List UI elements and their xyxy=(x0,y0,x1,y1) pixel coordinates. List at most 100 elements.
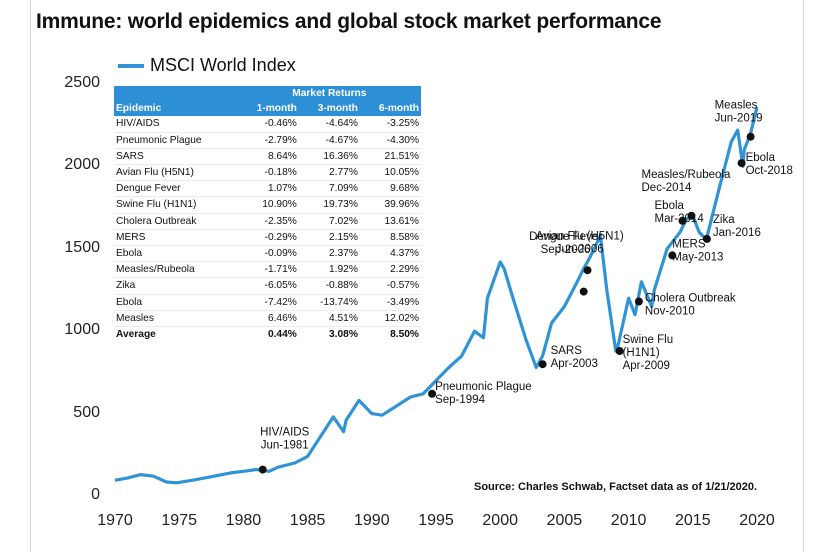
event-label: Swine Flu (H1N1) Apr-2009 xyxy=(623,334,674,372)
y-tick-label: 2000 xyxy=(64,156,100,174)
x-tick-label: 2020 xyxy=(739,512,775,529)
x-tick-label: 2015 xyxy=(675,512,711,529)
event-label-line: Apr-2009 xyxy=(623,360,670,372)
event-label-line: Jun-2006 xyxy=(556,244,604,256)
event-marker xyxy=(634,297,643,306)
epidemic-cell: SARS xyxy=(114,148,238,166)
return-cell: 12.02% xyxy=(359,310,421,328)
event-label: MERS May-2013 xyxy=(672,238,723,263)
event-label-line: Ebola xyxy=(655,200,685,212)
epidemic-cell: Ebola xyxy=(114,294,238,311)
return-cell: -0.29% xyxy=(237,229,299,247)
return-cell: -4.67% xyxy=(298,132,360,149)
table-row: Measles/Rubeola -1.71% 1.92% 2.29% xyxy=(114,261,421,279)
event-marker xyxy=(737,159,746,168)
return-cell: 2.37% xyxy=(298,245,360,263)
event-label: Cholera Outbreak Nov-2010 xyxy=(645,293,736,318)
y-tick-label: 1000 xyxy=(64,321,100,339)
return-cell: 2.29% xyxy=(359,261,421,279)
return-cell: 7.02% xyxy=(298,213,360,230)
epidemic-cell: Measles/Rubeola xyxy=(114,261,238,279)
y-tick-label: 0 xyxy=(91,486,100,503)
epidemic-cell: Swine Flu (H1N1) xyxy=(114,196,238,214)
table-row: MERS -0.29% 2.15% 8.58% xyxy=(114,229,421,247)
return-cell: 4.51% xyxy=(298,310,360,328)
event-label: Dengue Fever Sep-2006 xyxy=(529,231,602,256)
event-marker xyxy=(746,132,755,141)
event-label-line: (H1N1) xyxy=(623,347,660,359)
x-tick-label: 1985 xyxy=(289,512,326,529)
legend-label: MSCI World Index xyxy=(150,55,296,75)
return-cell: 8.58% xyxy=(359,229,421,247)
return-cell: 8.64% xyxy=(237,148,299,166)
return-cell: -13.74% xyxy=(298,294,360,311)
return-cell: -3.25% xyxy=(359,116,421,133)
event-label: Measles Jun-2019 xyxy=(715,100,763,125)
event-label-line: May-2013 xyxy=(672,251,723,263)
epidemic-cell: Cholera Outbreak xyxy=(114,213,238,230)
return-cell: -0.18% xyxy=(237,164,299,182)
x-tick-label: 1975 xyxy=(161,512,197,529)
return-cell: 2.15% xyxy=(298,229,360,247)
return-cell: 19.73% xyxy=(298,196,360,214)
table-row: Ebola -7.42% -13.74% -3.49% xyxy=(114,294,421,311)
event-label: Avian Flu (H5N1) Jun-2006 xyxy=(536,231,624,256)
x-tick-label: 1970 xyxy=(97,512,133,529)
event-label-line: Nov-2010 xyxy=(645,306,695,318)
x-tick-label: 2010 xyxy=(610,512,647,529)
epidemic-cell: Zika xyxy=(114,277,238,295)
event-label-line: Pneumonic Plague xyxy=(435,381,532,393)
return-cell: -1.71% xyxy=(237,261,299,279)
event-label-line: Jun-2019 xyxy=(715,113,763,125)
legend: MSCI World Index xyxy=(118,55,296,76)
event-label-line: Sep-2006 xyxy=(541,244,591,256)
event-label: Zika Jan-2016 xyxy=(713,214,761,239)
event-label-line: Avian Flu (H5N1) xyxy=(536,231,624,243)
legend-swatch xyxy=(118,63,144,68)
event-marker xyxy=(668,251,677,260)
event-label-line: Jan-2016 xyxy=(713,227,761,239)
return-cell: 4.37% xyxy=(359,245,421,263)
return-cell: 1.92% xyxy=(298,261,360,279)
event-label-line: Measles/Rubeola xyxy=(642,169,731,181)
event-marker xyxy=(428,389,437,398)
epidemic-cell: Avian Flu (H5N1) xyxy=(114,164,238,182)
return-cell: 1.07% xyxy=(237,180,299,198)
event-marker xyxy=(678,216,687,225)
y-tick-label: 1500 xyxy=(64,238,100,256)
event-marker xyxy=(538,360,547,369)
y-tick-label: 500 xyxy=(73,403,100,421)
event-label-line: Ebola xyxy=(746,152,776,164)
x-tick-label: 1995 xyxy=(418,512,454,529)
event-label: Ebola Oct-2018 xyxy=(746,152,793,177)
event-marker xyxy=(615,347,624,355)
epidemic-cell: HIV/AIDS xyxy=(114,116,238,133)
event-label: Measles/Rubeola Dec-2014 xyxy=(642,169,731,194)
x-tick-label: 1990 xyxy=(354,512,390,529)
event-label-line: Zika xyxy=(713,214,735,226)
event-label: HIV/AIDS Jun-1981 xyxy=(260,427,310,452)
event-label-line: Cholera Outbreak xyxy=(645,293,736,305)
table-row: Avian Flu (H5N1) -0.18% 2.77% 10.05% xyxy=(114,164,421,182)
table-body: HIV/AIDS -0.46% -4.64% -3.25% Pneumonic Plag… xyxy=(114,116,421,343)
x-tick-label: 2000 xyxy=(482,512,518,529)
event-label-line: Measles xyxy=(715,100,758,112)
return-cell: -0.09% xyxy=(237,245,299,263)
event-label-line: Jun-1981 xyxy=(261,440,309,452)
event-label-line: Oct-2018 xyxy=(746,165,793,177)
event-marker xyxy=(583,266,592,275)
table-row: Ebola -0.09% 2.37% 4.37% xyxy=(114,245,421,263)
table-header-6-month: 6-month xyxy=(378,103,419,115)
epidemic-cell: Pneumonic Plague xyxy=(114,132,238,149)
table-average-row: Average 0.44% 3.08% 8.50% xyxy=(114,326,421,343)
return-cell: 13.61% xyxy=(359,213,421,230)
return-cell: -0.88% xyxy=(298,277,360,295)
event-label-line: SARS xyxy=(551,345,583,357)
table-row: Swine Flu (H1N1) 10.90% 19.73% 39.96% xyxy=(114,196,421,214)
return-cell: -4.64% xyxy=(298,116,360,133)
epidemic-cell: MERS xyxy=(114,229,238,247)
return-cell: 10.05% xyxy=(359,164,421,182)
event-label: SARS Apr-2003 xyxy=(551,345,598,370)
table-row: Cholera Outbreak -2.35% 7.02% 13.61% xyxy=(114,213,421,230)
